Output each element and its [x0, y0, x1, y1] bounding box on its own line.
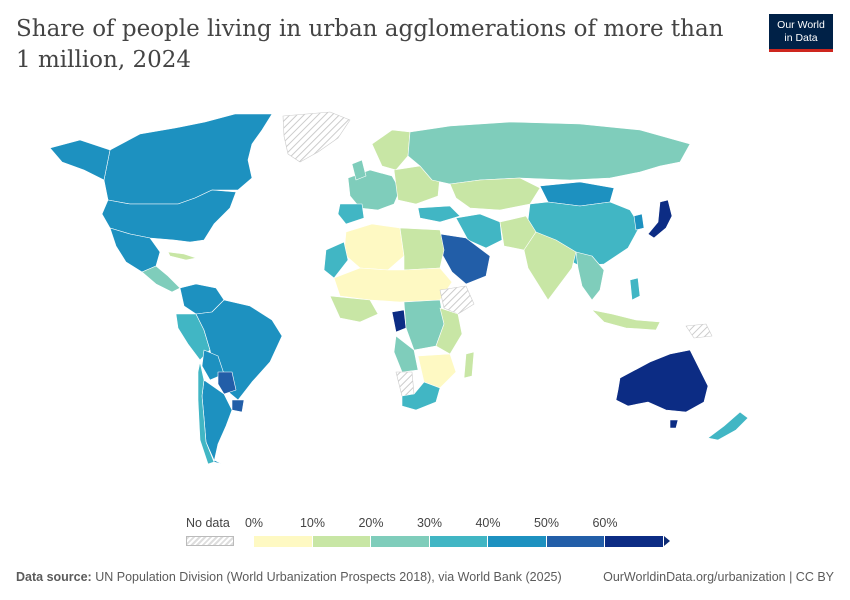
country-madagascar[interactable]: [463, 351, 475, 379]
country-mozambique[interactable]: [417, 353, 457, 389]
country-scandinavia[interactable]: [371, 129, 411, 171]
country-uruguay[interactable]: [231, 399, 245, 413]
country-namibia[interactable]: [395, 371, 415, 397]
country-new-zealand[interactable]: [707, 411, 749, 441]
owid-logo[interactable]: Our World in Data: [769, 14, 833, 52]
country-kazakhstan[interactable]: [449, 177, 541, 211]
country-canada[interactable]: [103, 113, 273, 205]
country-india[interactable]: [523, 231, 577, 301]
country-morocco[interactable]: [323, 241, 349, 279]
source-link[interactable]: OurWorldinData.org/urbanization | CC BY: [603, 570, 834, 584]
country-paraguay[interactable]: [217, 371, 237, 395]
legend-bin-swatch[interactable]: [254, 536, 313, 547]
chart-title: Share of people living in urban agglomer…: [16, 16, 724, 73]
country-philippines[interactable]: [629, 277, 641, 301]
country-libya-egypt[interactable]: [399, 227, 445, 271]
country-sahel[interactable]: [333, 267, 453, 303]
legend-tick-label: 60%: [592, 516, 618, 530]
country-russia[interactable]: [407, 121, 691, 185]
country-south-africa[interactable]: [401, 381, 441, 411]
country-chile[interactable]: [197, 361, 215, 465]
map-legend: No data 0% 10% 20% 30% 40% 50% 60%: [180, 516, 680, 556]
legend-bin-swatch[interactable]: [546, 536, 605, 547]
country-korea[interactable]: [633, 213, 645, 231]
legend-no-data-label: No data: [186, 516, 230, 530]
country-algeria[interactable]: [343, 223, 405, 271]
legend-tick-label: 0%: [244, 516, 264, 530]
legend-bin-swatch[interactable]: [605, 536, 664, 547]
country-tasmania[interactable]: [669, 419, 679, 429]
legend-no-data-swatch: [186, 536, 234, 546]
country-turkey[interactable]: [417, 205, 461, 223]
legend-tick-label: 10%: [299, 516, 326, 530]
country-west-africa[interactable]: [329, 295, 379, 323]
source-text: UN Population Division (World Urbanizati…: [95, 570, 562, 584]
country-greenland[interactable]: [282, 111, 351, 163]
country-spain[interactable]: [337, 203, 365, 225]
country-congo[interactable]: [391, 309, 407, 333]
country-united-kingdom[interactable]: [351, 159, 367, 181]
country-papua-new-guinea[interactable]: [685, 323, 713, 339]
logo-line-2: in Data: [784, 32, 818, 44]
legend-bin-swatch[interactable]: [429, 536, 488, 547]
legend-bin-swatch[interactable]: [371, 536, 430, 547]
country-indonesia[interactable]: [591, 309, 661, 331]
world-map[interactable]: [0, 100, 850, 500]
legend-tick-label: 50%: [533, 516, 560, 530]
country-australia[interactable]: [615, 349, 709, 413]
legend-tick-label: 40%: [475, 516, 501, 530]
legend-bin-swatch[interactable]: [488, 536, 547, 547]
country-central-america[interactable]: [141, 265, 181, 293]
legend-bin-swatch[interactable]: [312, 536, 371, 547]
country-cuba[interactable]: [167, 251, 197, 261]
country-angola[interactable]: [393, 335, 419, 373]
logo-line-1: Our World: [777, 19, 825, 31]
country-japan[interactable]: [647, 199, 673, 239]
source-label: Data source:: [16, 570, 92, 584]
country-alaska[interactable]: [49, 139, 111, 181]
country-western-europe[interactable]: [347, 169, 401, 211]
footer: Data source: UN Population Division (Wor…: [16, 570, 834, 584]
country-saudi-arabia[interactable]: [439, 233, 491, 285]
legend-tick-label: 30%: [416, 516, 443, 530]
country-ethiopia[interactable]: [439, 285, 475, 315]
legend-arrow: [663, 536, 670, 546]
country-southeast-asia[interactable]: [575, 251, 605, 301]
legend-tick-label: 20%: [358, 516, 384, 530]
